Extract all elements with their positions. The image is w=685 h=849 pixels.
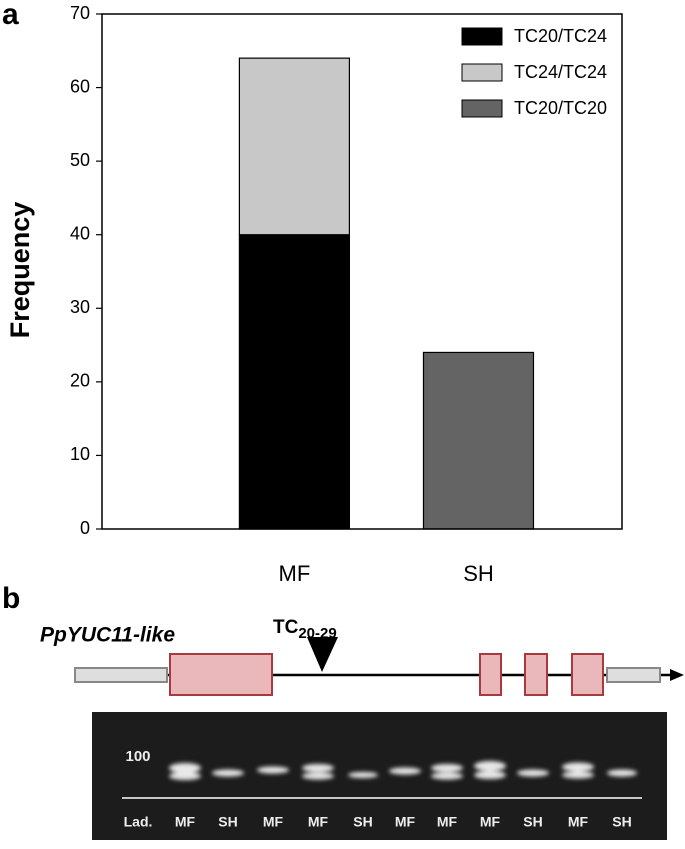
band bbox=[562, 762, 594, 772]
utr bbox=[606, 667, 661, 683]
panel-label: a bbox=[2, 0, 19, 31]
bar-segment bbox=[238, 234, 350, 530]
panel-label: b bbox=[2, 582, 20, 615]
band bbox=[517, 769, 549, 777]
utr bbox=[74, 667, 168, 683]
lane-label: MF bbox=[437, 814, 458, 830]
y-tick-label: 20 bbox=[70, 371, 90, 391]
band bbox=[474, 771, 506, 779]
band bbox=[431, 772, 463, 780]
site-label-main: TC bbox=[273, 617, 299, 638]
legend-swatch bbox=[461, 99, 503, 118]
band bbox=[607, 769, 637, 777]
legend-swatch bbox=[461, 27, 503, 46]
lane-label: SH bbox=[612, 814, 631, 830]
y-axis-title: Frequency bbox=[5, 202, 35, 339]
lane-label: MF bbox=[480, 814, 501, 830]
band bbox=[169, 763, 201, 773]
gel-bands bbox=[169, 761, 637, 780]
exon bbox=[571, 653, 604, 696]
lane-label: Lad. bbox=[124, 814, 153, 830]
ladder-mark: 100 bbox=[125, 748, 150, 765]
y-tick-label: 40 bbox=[70, 223, 90, 243]
bar-segment bbox=[238, 57, 350, 236]
lane-label: MF bbox=[568, 814, 589, 830]
y-tick-label: 70 bbox=[70, 3, 90, 23]
legend-label: TC20/TC20 bbox=[514, 98, 607, 118]
legend-label: TC20/TC24 bbox=[514, 26, 607, 46]
plot-frame bbox=[101, 13, 623, 530]
y-tick-label: 10 bbox=[70, 444, 90, 464]
exon bbox=[479, 653, 502, 696]
exon bbox=[524, 653, 548, 696]
arrow-head bbox=[670, 669, 684, 681]
band bbox=[169, 772, 201, 780]
lane-label: MF bbox=[395, 814, 416, 830]
x-tick-label: SH bbox=[463, 561, 494, 586]
y-tick-label: 60 bbox=[70, 76, 90, 96]
lane-label: MF bbox=[308, 814, 329, 830]
y-tick-label: 50 bbox=[70, 150, 90, 170]
gene-name: PpYUC11-like bbox=[40, 624, 175, 647]
band bbox=[562, 771, 594, 779]
x-tick-label: MF bbox=[279, 561, 311, 586]
band bbox=[302, 772, 334, 780]
band bbox=[431, 764, 463, 772]
lane-label: SH bbox=[218, 814, 237, 830]
y-tick-label: 0 bbox=[80, 518, 90, 538]
lane-label: MF bbox=[263, 814, 284, 830]
y-tick-label: 30 bbox=[70, 297, 90, 317]
band bbox=[212, 769, 244, 777]
legend-swatch bbox=[461, 63, 503, 82]
exon bbox=[169, 653, 273, 696]
band bbox=[474, 761, 506, 771]
lane-label: SH bbox=[353, 814, 372, 830]
band bbox=[348, 772, 378, 778]
lane-label: MF bbox=[175, 814, 196, 830]
bar-segment bbox=[422, 351, 535, 530]
band bbox=[257, 766, 289, 774]
insertion-triangle bbox=[307, 637, 338, 672]
legend-label: TC24/TC24 bbox=[514, 62, 607, 82]
band bbox=[389, 767, 421, 775]
band bbox=[302, 764, 334, 772]
lane-label: SH bbox=[523, 814, 542, 830]
